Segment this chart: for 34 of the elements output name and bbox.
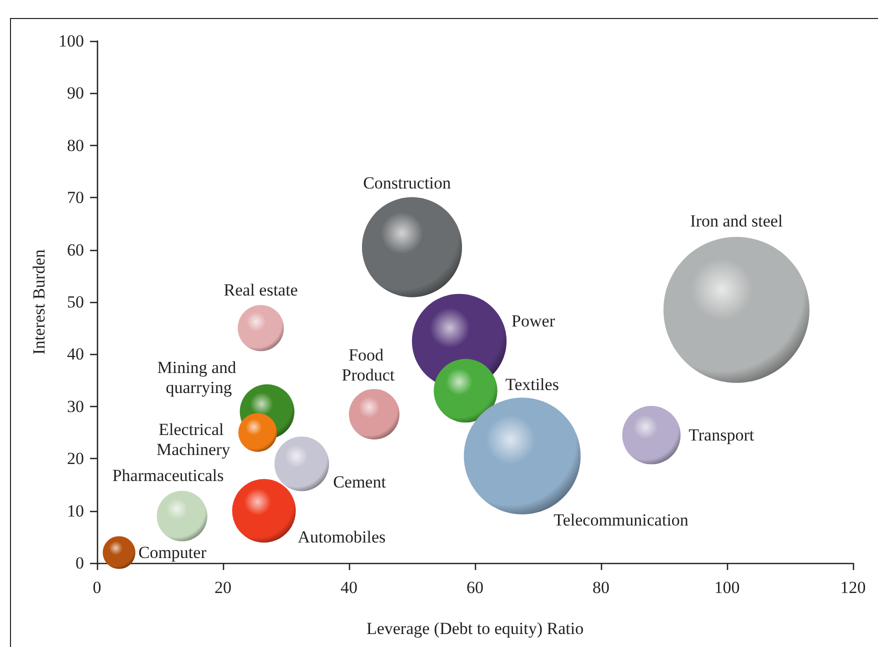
series-label: Textiles [505, 375, 559, 394]
series-label: Construction [363, 174, 452, 193]
series-label: Power [512, 312, 556, 331]
y-tick-label: 60 [67, 240, 84, 260]
x-tick-label: 120 [840, 578, 866, 597]
x-axis-title: Leverage (Debt to equity) Ratio [366, 619, 584, 638]
series-label: Real estate [224, 280, 298, 300]
series-label: Transport [688, 426, 754, 445]
y-tick-label: 80 [67, 136, 84, 155]
x-tick-label: 100 [714, 578, 740, 597]
y-tick-label: 30 [67, 396, 84, 416]
series-label: Food Product [342, 345, 395, 384]
x-tick-label: 40 [340, 578, 358, 597]
x-tick-label: 20 [214, 578, 232, 597]
series-label: Pharmaceuticals [112, 466, 224, 486]
y-tick-label: 40 [67, 344, 84, 364]
series-label: Iron and steel [690, 211, 783, 230]
series-label: Computer [138, 543, 207, 562]
series-label: Electrical Machinery [156, 420, 231, 459]
x-tick-label: 0 [92, 578, 102, 597]
x-tick-label: 80 [592, 578, 610, 597]
series-label: Cement [333, 472, 386, 492]
y-tick-label: 50 [67, 292, 84, 312]
y-axis-title: Interest Burden [30, 248, 49, 355]
y-tick-label: 100 [58, 32, 84, 50]
series-label: Mining and quarrying [157, 358, 240, 398]
x-tick-label: 60 [466, 578, 484, 597]
series-label: Telecommunication [554, 510, 689, 530]
series-label: Automobiles [298, 527, 386, 546]
y-tick-label: 90 [67, 84, 84, 103]
y-tick-label: 70 [67, 188, 84, 208]
y-tick-label: 10 [67, 501, 84, 520]
y-tick-label: 0 [76, 554, 84, 572]
y-tick-label: 20 [67, 449, 84, 468]
